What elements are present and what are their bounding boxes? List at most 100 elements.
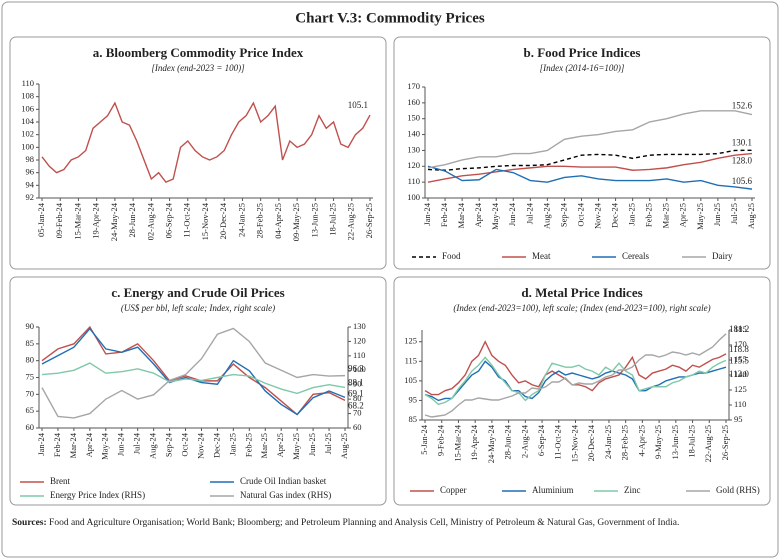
x-tick-label: 09-May-25	[291, 203, 301, 241]
x-tick-label: 15-Mar-24	[72, 202, 82, 239]
y2-tick-label: 110	[734, 399, 746, 409]
y-tick-label: 105	[404, 375, 417, 385]
series-line	[41, 101, 371, 184]
y-tick-label: 60	[26, 422, 35, 432]
x-tick-label: May-25	[695, 203, 705, 230]
x-tick-label: Jan-25	[227, 433, 237, 456]
x-tick-label: 13-Jun-25	[670, 425, 680, 459]
data-label: 128.0	[732, 156, 753, 166]
panel-title: c. Energy and Crude Oil Prices	[111, 285, 284, 300]
x-tick-label: Feb-24	[52, 432, 62, 457]
x-tick-label: 24-Jan-25	[603, 425, 613, 459]
y-tick-label: 110	[22, 78, 34, 88]
x-tick-label: 24-May-24	[109, 202, 119, 241]
data-label: 181.2	[729, 324, 749, 334]
legend-label: Natural Gas index (RHS)	[240, 490, 331, 500]
x-tick-label: 4-Apr-25	[636, 425, 646, 456]
y2-tick-label: 90	[353, 379, 362, 389]
x-tick-label: 9-Feb-24	[436, 424, 446, 456]
y-tick-label: 94	[26, 179, 35, 189]
x-tick-label: 24-May-24	[486, 424, 496, 463]
y2-tick-label: 120	[353, 335, 366, 345]
data-label: 68.2	[348, 400, 364, 410]
x-tick-label: Oct-24	[575, 202, 585, 226]
series-line	[424, 333, 727, 418]
x-tick-label: Sep-24	[558, 202, 568, 227]
x-tick-label: 18-Jul-25	[687, 425, 697, 458]
x-tick-label: 9-May-25	[653, 425, 663, 459]
x-tick-label: Jul-24	[132, 432, 142, 454]
series-line	[424, 340, 727, 396]
y2-tick-label: 170	[734, 339, 747, 349]
x-tick-label: 04-Apr-25	[273, 203, 283, 239]
x-tick-label: Jul-25	[323, 433, 333, 454]
legend-label: Food	[442, 251, 461, 261]
data-label: 69.1	[348, 388, 364, 398]
y-tick-label: 160	[407, 97, 420, 107]
y-tick-label: 115	[405, 355, 417, 365]
panel-subtitle: [Index (end-2023 = 100)]	[151, 63, 245, 73]
x-tick-label: 24-Jan-25	[236, 203, 246, 237]
x-tick-label: 5-Jan-24	[419, 424, 429, 454]
panel	[393, 276, 771, 506]
x-tick-label: 22-Aug-25	[703, 425, 713, 462]
legend-label: Dairy	[712, 251, 733, 261]
y-tick-label: 85	[26, 338, 35, 348]
y-tick-label: 100	[21, 141, 34, 151]
series-line	[427, 165, 753, 190]
y2-tick-label: 140	[734, 369, 747, 379]
x-tick-label: 6-Sep-24	[536, 424, 546, 456]
x-tick-label: 15-Nov-24	[200, 202, 210, 240]
series-line	[424, 356, 727, 406]
legend-label: Aluminium	[532, 485, 574, 495]
x-tick-label: Aug-24	[148, 432, 158, 459]
x-tick-label: 18-Jul-25	[328, 203, 338, 236]
x-tick-label: 20-Dec-24	[218, 202, 228, 239]
x-tick-label: Aug-24	[541, 202, 551, 229]
legend-label: Energy Price Index (RHS)	[50, 490, 145, 500]
x-tick-label: 02-Aug-24	[145, 202, 155, 240]
x-tick-label: 28-Feb-25	[620, 425, 630, 460]
legend-label: Cereals	[622, 251, 649, 261]
x-tick-label: Jun-25	[712, 203, 722, 226]
y2-tick-label: 155	[734, 354, 747, 364]
x-tick-label: 11-Oct-24	[553, 424, 563, 459]
x-tick-label: 2-Aug-24	[519, 424, 529, 458]
x-tick-label: 19-Apr-24	[91, 202, 101, 238]
x-tick-label: 15-Nov-24	[569, 424, 579, 462]
x-tick-label: Mar-25	[661, 203, 671, 228]
x-tick-label: 22-Aug-25	[346, 203, 356, 240]
y-tick-label: 102	[21, 129, 34, 139]
x-tick-label: 05-Jan-24	[36, 202, 46, 237]
legend-label: Brent	[50, 476, 70, 486]
data-label: 88.1	[348, 378, 364, 388]
x-tick-label: Apr-24	[473, 202, 483, 227]
legend-label: Crude Oil Indian basket	[240, 476, 327, 486]
data-label: 130.1	[732, 137, 752, 147]
y2-tick-label: 60	[353, 422, 362, 432]
x-tick-label: Jun-24	[116, 432, 126, 456]
data-label: 115.5	[729, 355, 749, 365]
panel	[9, 276, 387, 506]
panel-subtitle: (US$ per bbl, left scale; Index, right s…	[121, 303, 275, 313]
x-tick-label: 11-Oct-24	[182, 202, 192, 237]
y2-tick-label: 125	[734, 384, 747, 394]
y-tick-label: 80	[26, 355, 35, 365]
x-tick-label: Apr-24	[84, 432, 94, 457]
legend-label: Meat	[532, 251, 551, 261]
y2-tick-label: 80	[353, 393, 362, 403]
x-tick-label: 15-Mar-24	[452, 424, 462, 461]
x-tick-label: 28-Jun-24	[127, 202, 137, 237]
legend-label: Zinc	[624, 485, 641, 495]
x-tick-label: Feb-25	[644, 203, 654, 227]
x-tick-label: Jun-24	[507, 202, 517, 226]
x-tick-label: 06-Sep-24	[164, 202, 174, 238]
series-line	[427, 149, 753, 171]
x-tick-label: Mar-24	[456, 202, 466, 228]
x-tick-label: Mar-24	[68, 432, 78, 458]
y2-tick-label: 130	[353, 321, 366, 331]
y-tick-label: 125	[404, 336, 417, 346]
y-tick-label: 130	[407, 144, 420, 154]
x-tick-label: 26-Sep-25	[364, 203, 374, 238]
panel-subtitle: [Index (2014-16=100)]	[540, 63, 625, 73]
